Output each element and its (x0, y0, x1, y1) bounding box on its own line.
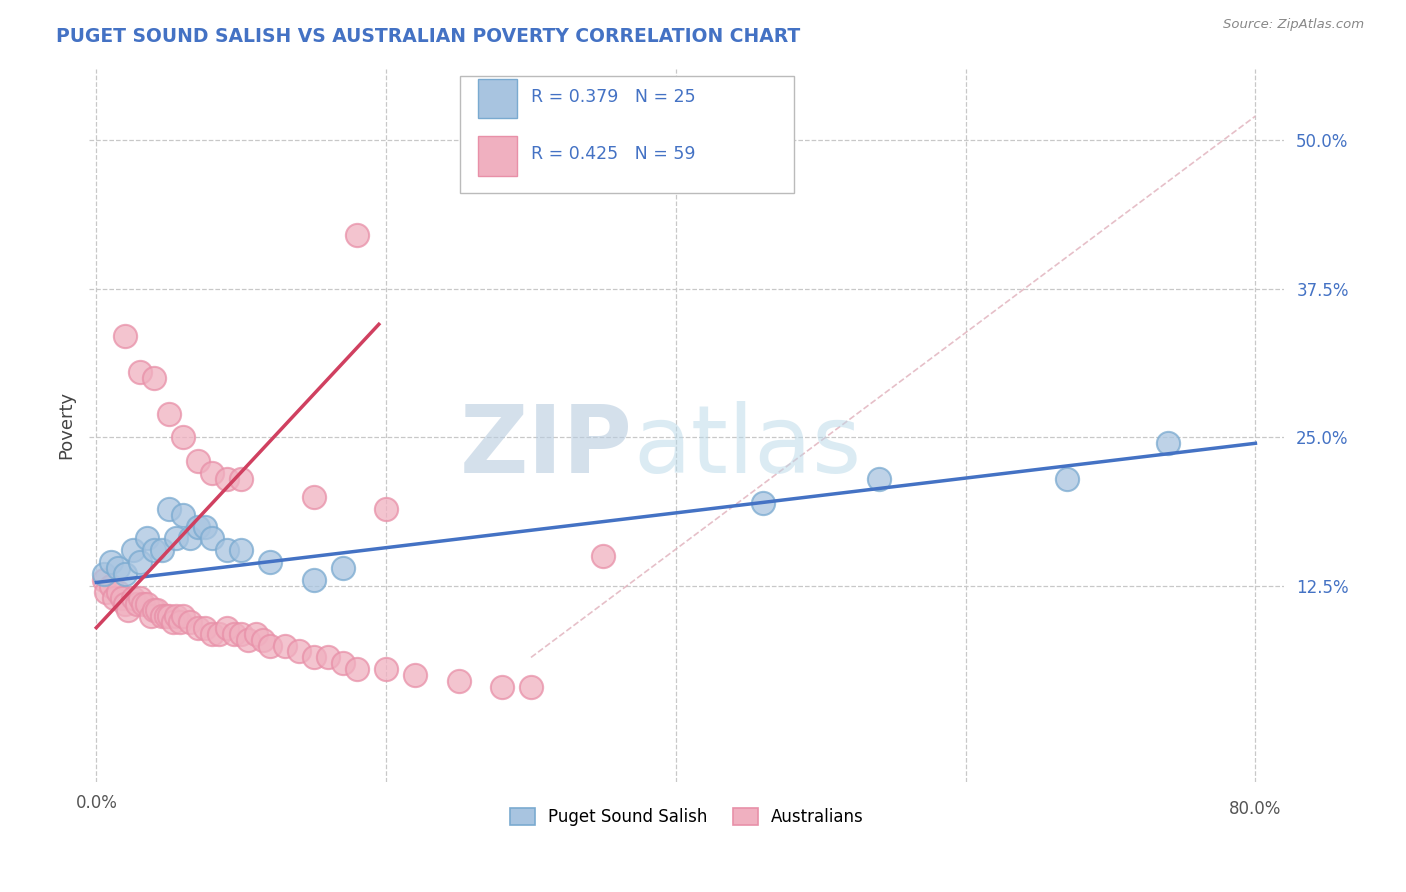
Text: atlas: atlas (633, 401, 862, 493)
Point (215, 621, 238, 635)
Point (93, 573, 115, 587)
Point (208, 626, 231, 640)
FancyBboxPatch shape (478, 79, 517, 119)
Point (157, 501, 180, 516)
Point (222, 626, 245, 640)
Point (215, 472, 238, 486)
Point (215, 543, 238, 558)
Point (187, 519, 209, 533)
Point (165, 532, 187, 546)
Point (114, 329, 136, 343)
Point (238, 632, 260, 647)
Point (96, 585, 118, 599)
FancyBboxPatch shape (478, 136, 517, 176)
Text: 80.0%: 80.0% (1229, 800, 1282, 818)
Text: Source: ZipAtlas.com: Source: ZipAtlas.com (1223, 18, 1364, 31)
Text: PUGET SOUND SALISH VS AUSTRALIAN POVERTY CORRELATION CHART: PUGET SOUND SALISH VS AUSTRALIAN POVERTY… (56, 27, 800, 45)
Point (231, 472, 253, 486)
Point (111, 591, 134, 605)
Point (245, 626, 267, 640)
Point (125, 597, 148, 611)
Point (143, 603, 166, 617)
Point (172, 430, 194, 444)
Point (179, 532, 201, 546)
Point (752, 496, 775, 510)
Point (346, 662, 368, 676)
Point (187, 621, 209, 635)
Point (121, 543, 143, 558)
Point (143, 543, 166, 558)
Point (302, 573, 325, 587)
Point (114, 567, 136, 582)
Point (93, 567, 115, 582)
Point (520, 680, 543, 694)
Point (332, 657, 354, 671)
Text: ZIP: ZIP (460, 401, 633, 493)
Point (375, 662, 398, 676)
Point (201, 466, 224, 480)
Point (491, 680, 513, 694)
Point (187, 454, 209, 468)
Point (1157, 436, 1180, 450)
Point (259, 639, 281, 653)
Legend: Puget Sound Salish, Australians: Puget Sound Salish, Australians (502, 800, 872, 835)
Point (150, 543, 173, 558)
Point (155, 608, 177, 623)
Point (172, 608, 194, 623)
Point (273, 639, 295, 653)
Point (194, 519, 217, 533)
Point (288, 644, 311, 658)
Point (868, 472, 890, 486)
Point (114, 597, 136, 611)
Point (100, 555, 122, 569)
Point (316, 650, 339, 665)
Point (121, 591, 143, 605)
Y-axis label: Poverty: Poverty (58, 392, 75, 459)
Point (1056, 472, 1078, 486)
Point (141, 608, 163, 623)
Point (231, 543, 253, 558)
Point (117, 603, 139, 617)
Point (103, 591, 125, 605)
Point (146, 603, 169, 617)
Point (252, 632, 274, 647)
Point (136, 532, 159, 546)
Point (332, 561, 354, 575)
Point (201, 626, 224, 640)
Point (128, 591, 150, 605)
Point (592, 549, 614, 564)
Point (165, 608, 187, 623)
Point (375, 501, 398, 516)
Point (169, 615, 191, 629)
Point (302, 490, 325, 504)
Point (172, 508, 194, 522)
Point (157, 608, 180, 623)
Point (100, 579, 122, 593)
Point (131, 597, 153, 611)
Point (302, 650, 325, 665)
Point (231, 626, 253, 640)
Text: R = 0.379   N = 25: R = 0.379 N = 25 (531, 88, 696, 106)
FancyBboxPatch shape (460, 76, 794, 194)
Point (201, 532, 224, 546)
Point (447, 674, 470, 689)
Point (157, 407, 180, 421)
Point (128, 555, 150, 569)
Point (150, 608, 173, 623)
Text: R = 0.425   N = 59: R = 0.425 N = 59 (531, 145, 696, 163)
Point (128, 365, 150, 379)
Point (107, 585, 129, 599)
Point (194, 621, 217, 635)
Point (136, 597, 159, 611)
Point (143, 371, 166, 385)
Point (162, 615, 184, 629)
Point (259, 555, 281, 569)
Point (346, 228, 368, 243)
Point (404, 668, 426, 682)
Point (107, 561, 129, 575)
Point (179, 615, 201, 629)
